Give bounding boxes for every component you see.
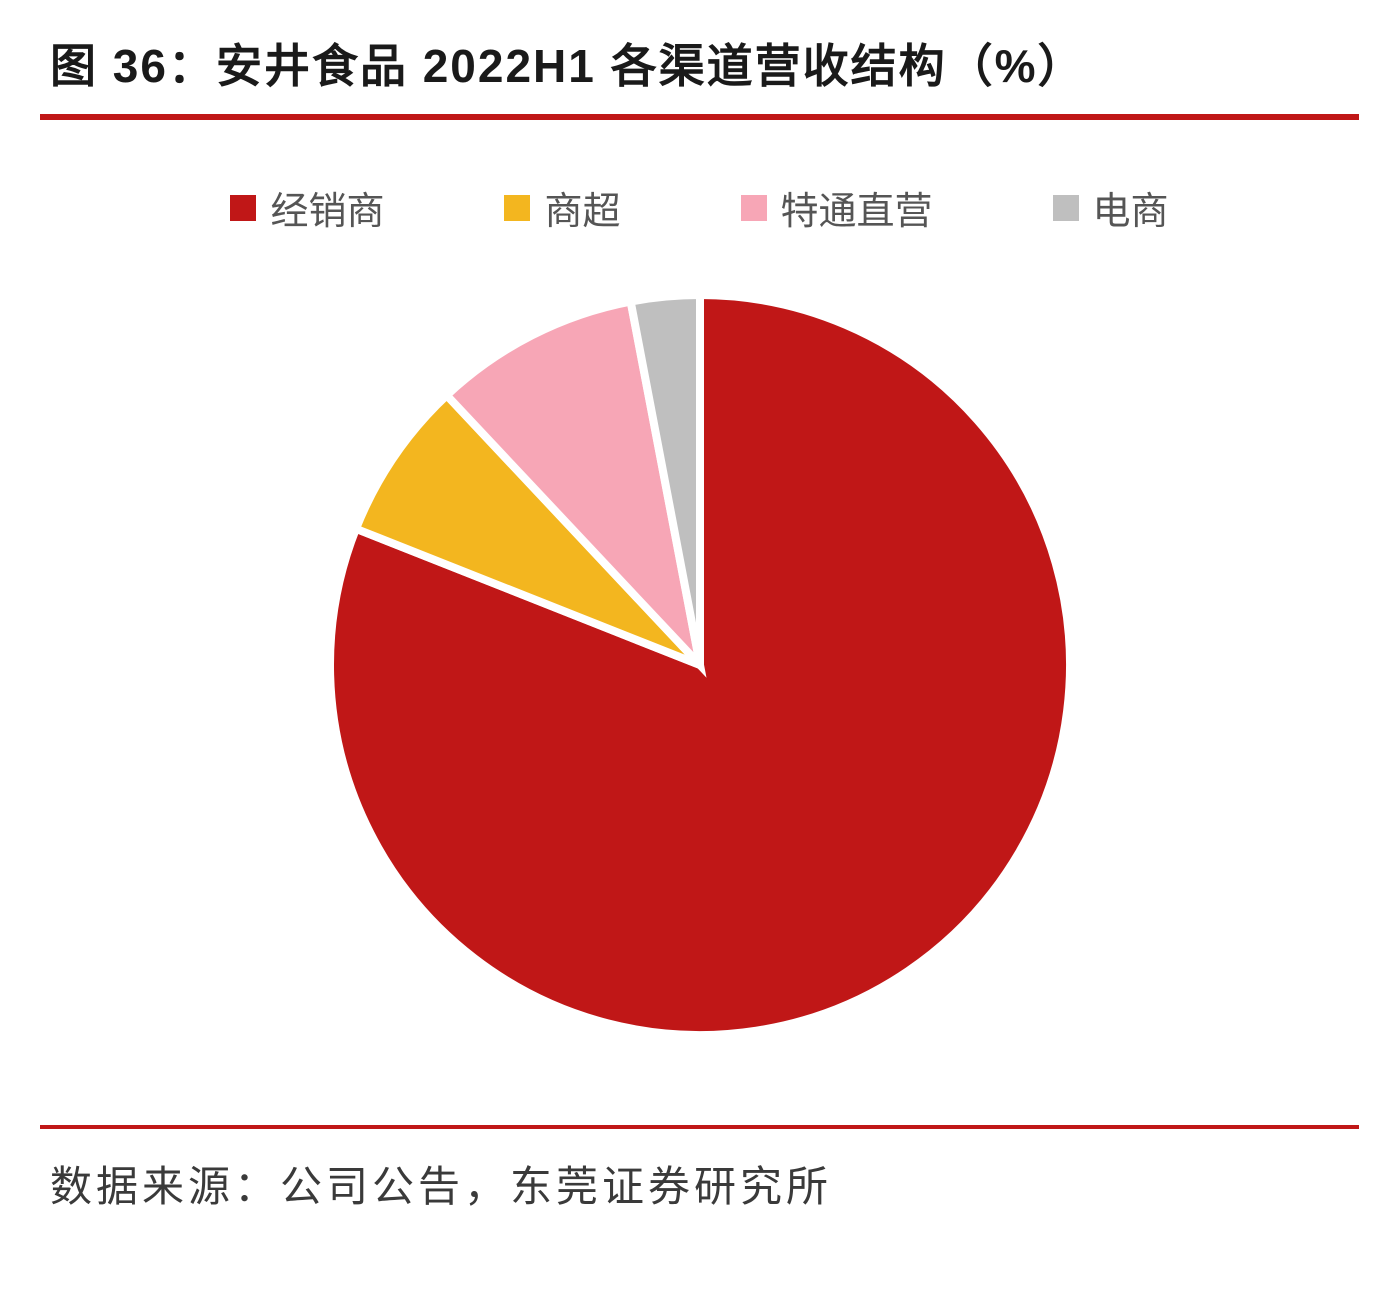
legend-item: 特通直营 <box>741 180 933 235</box>
title-rule <box>40 114 1359 120</box>
legend-swatch <box>1053 195 1079 221</box>
legend-swatch <box>741 195 767 221</box>
source-text: 数据来源：公司公告，东莞证券研究所 <box>50 1163 832 1210</box>
legend-item: 经销商 <box>230 180 384 235</box>
legend: 经销商 商超 特通直营 电商 <box>40 180 1359 235</box>
bottom-rule <box>40 1125 1359 1129</box>
legend-label: 电商 <box>1093 180 1169 235</box>
legend-item: 电商 <box>1053 180 1169 235</box>
legend-label: 特通直营 <box>781 180 933 235</box>
source-row: 数据来源：公司公告，东莞证券研究所 <box>40 1147 1359 1220</box>
pie-chart <box>270 265 1130 1085</box>
legend-label: 商超 <box>544 180 620 235</box>
figure-title: 图 36：安井食品 2022H1 各渠道营收结构（%） <box>50 40 1086 92</box>
legend-item: 商超 <box>504 180 620 235</box>
title-row: 图 36：安井食品 2022H1 各渠道营收结构（%） <box>40 20 1359 114</box>
legend-label: 经销商 <box>270 180 384 235</box>
legend-swatch <box>504 195 530 221</box>
legend-swatch <box>230 195 256 221</box>
figure-container: 图 36：安井食品 2022H1 各渠道营收结构（%） 经销商商超特通直营电商 … <box>0 0 1399 1260</box>
pie-chart-area <box>40 265 1359 1085</box>
